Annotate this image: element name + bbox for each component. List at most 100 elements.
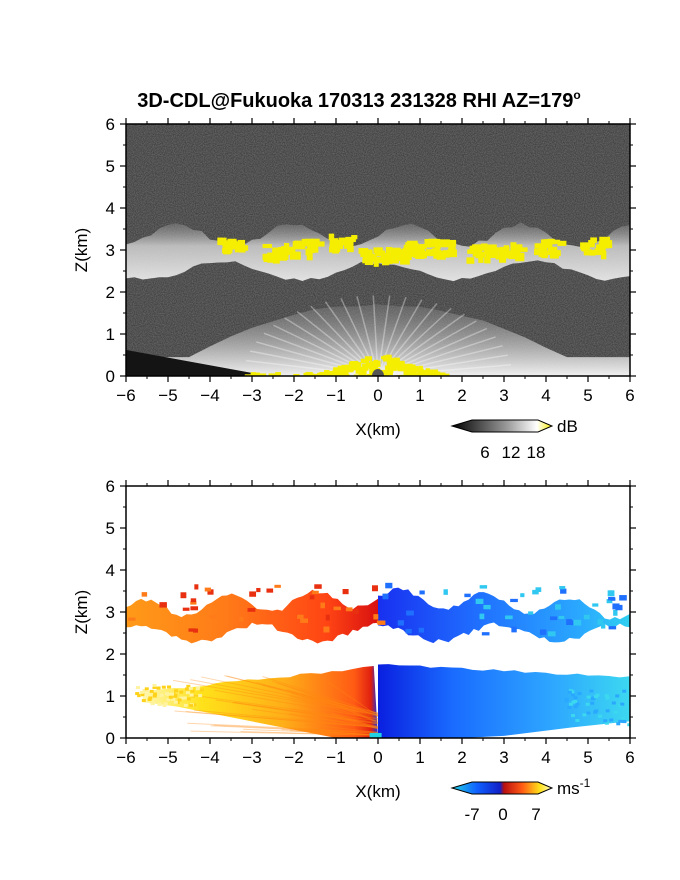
velocity-streak xyxy=(232,702,379,725)
radar-site-marker xyxy=(369,732,382,738)
velocity-streak xyxy=(321,731,379,736)
velocity-x-tick-label: 1 xyxy=(415,748,424,767)
reflectivity-axes: −6 −5 −4 −3 −2 −1 0 1 2 3 4 5 6 0 1 2 3 4 5 6 xyxy=(106,115,636,405)
velocity-streak xyxy=(215,699,379,724)
reflectivity-echo-cloud xyxy=(390,251,396,257)
velocity-cloud-pixel xyxy=(266,588,274,593)
velocity-streak xyxy=(190,679,379,716)
reflectivity-echo-surface xyxy=(364,360,369,364)
reflectivity-echo-cloud xyxy=(467,249,474,254)
velocity-plot-area xyxy=(126,486,630,738)
velocity-boundary-layer-toward xyxy=(142,666,378,738)
reflectivity-echo-surface xyxy=(403,370,409,376)
reflectivity-echo-cloud xyxy=(403,244,411,251)
velocity-streak xyxy=(240,730,379,736)
velocity-streak xyxy=(290,692,379,721)
reflectivity-echo-cloud xyxy=(595,244,603,254)
velocity-edge-pixel xyxy=(604,694,609,698)
velocity-x-tick-label: 3 xyxy=(499,748,508,767)
velocity-edge-pixel xyxy=(573,699,578,703)
reflectivity-echo-cloud xyxy=(400,258,410,265)
velocity-edge-pixel xyxy=(166,685,171,689)
reflectivity-echo-cloud xyxy=(276,253,287,261)
velocity-y-tick-label: 3 xyxy=(106,603,115,622)
reflectivity-echo-cloud xyxy=(519,247,528,252)
velocity-x-tick-label: −1 xyxy=(326,748,345,767)
reflectivity-echo-surface xyxy=(442,373,450,376)
velocity-y-tick-label: 0 xyxy=(106,729,115,748)
velocity-edge-pixel xyxy=(157,702,162,706)
velocity-cloud-pixel xyxy=(190,606,199,611)
velocity-cloud-pixel xyxy=(193,628,199,633)
reflectivity-x-axis-label: X(km) xyxy=(355,420,400,439)
reflectivity-echo-cloud xyxy=(410,246,419,253)
velocity-cloud-pixel xyxy=(566,619,572,626)
reflectivity-echo-cloud xyxy=(381,259,390,266)
reflectivity-echo-surface xyxy=(399,360,405,366)
velocity-edge-pixel xyxy=(149,689,154,693)
velocity-cloud-pixel xyxy=(353,608,359,614)
velocity-cloud-pixel xyxy=(323,626,330,633)
reflectivity-echo-cloud xyxy=(293,241,301,249)
velocity-edge-pixel xyxy=(571,714,576,718)
reflectivity-echo-surface xyxy=(405,367,412,373)
velocity-streak xyxy=(172,679,379,716)
velocity-edge-pixel xyxy=(622,689,627,693)
reflectivity-echo-cloud xyxy=(508,254,520,260)
velocity-cloud-pixel xyxy=(300,618,309,623)
velocity-cloud-pixel xyxy=(483,604,491,610)
velocity-edge-pixel xyxy=(195,687,200,691)
velocity-edge-pixel xyxy=(189,693,194,697)
velocity-y-tick-label: 5 xyxy=(106,519,115,538)
reflectivity-colorbar-tick-6: 6 xyxy=(480,443,489,462)
velocity-x-tick-label: 6 xyxy=(625,748,634,767)
velocity-edge-pixel xyxy=(603,719,608,723)
reflectivity-echo-surface xyxy=(373,359,379,364)
velocity-cloud-pixel xyxy=(128,617,136,621)
velocity-edge-pixel xyxy=(564,697,569,701)
velocity-edge-pixel xyxy=(159,693,164,697)
reflectivity-echo-cloud xyxy=(538,250,544,257)
velocity-streak xyxy=(324,699,379,724)
velocity-cloud-pixel xyxy=(479,585,488,589)
velocity-edge-pixel xyxy=(593,695,598,699)
velocity-cloud-pixel xyxy=(608,626,617,630)
velocity-streak xyxy=(210,725,379,734)
velocity-cloud-pixel xyxy=(382,593,389,600)
velocity-cloud-pixel xyxy=(555,604,561,610)
reflectivity-echo-cloud xyxy=(402,247,414,257)
velocity-x-tick-label: −6 xyxy=(116,748,135,767)
reflectivity-echo-cloud xyxy=(534,243,545,249)
reflectivity-x-tick-label: 3 xyxy=(499,386,508,405)
velocity-cloud-pixel xyxy=(481,632,490,636)
reflectivity-echo-cloud xyxy=(495,255,502,260)
reflectivity-echo-surface xyxy=(358,368,366,373)
velocity-streak xyxy=(289,713,379,729)
reflectivity-echo-ground xyxy=(324,373,333,376)
velocity-edge-pixel xyxy=(613,710,618,714)
reflectivity-echo-surface xyxy=(386,359,391,366)
velocity-edge-pixel xyxy=(585,702,590,706)
velocity-streak xyxy=(187,722,379,733)
velocity-cloud-pixel xyxy=(520,593,525,598)
velocity-edge-pixel xyxy=(185,691,190,695)
reflectivity-echo-cloud xyxy=(389,254,399,264)
reflectivity-echo-cloud xyxy=(479,251,486,258)
reflectivity-x-tick-label: 4 xyxy=(541,386,550,405)
velocity-edge-pixel xyxy=(582,713,587,717)
reflectivity-echo-cloud xyxy=(378,250,384,257)
velocity-streak xyxy=(290,730,379,736)
velocity-edge-pixel xyxy=(162,703,167,707)
velocity-axes: −6 −5 −4 −3 −2 −1 0 1 2 3 4 5 6 0 1 2 3 4 5 6 xyxy=(106,477,636,767)
velocity-cloud-pixel xyxy=(249,591,257,597)
reflectivity-x-tick-label: −6 xyxy=(116,386,135,405)
reflectivity-echo-ground xyxy=(320,373,325,376)
velocity-edge-pixel xyxy=(153,692,158,696)
velocity-boundary-layer-away xyxy=(378,664,630,738)
velocity-cloud-pixel xyxy=(373,614,379,620)
reflectivity-echo-cloud xyxy=(307,248,315,254)
reflectivity-x-tick-label: 2 xyxy=(457,386,466,405)
reflectivity-echo-surface xyxy=(425,370,432,376)
reflectivity-echo-cloud xyxy=(419,244,427,249)
velocity-edge-pixel xyxy=(192,703,197,707)
